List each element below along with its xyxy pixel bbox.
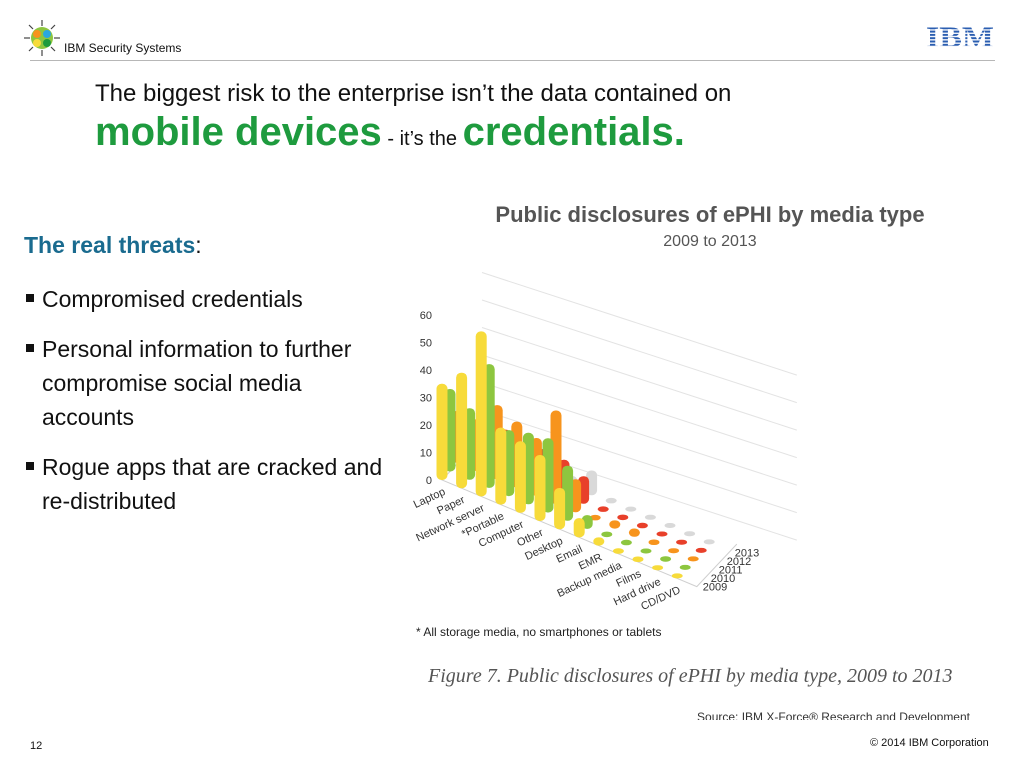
threat-text: Compromised credentials [42,286,303,312]
title-highlight-credentials: credentials. [462,110,685,154]
bullet-square-icon [26,294,34,302]
bar [514,441,526,513]
bar [475,331,487,497]
chart-subtitle: 2009 to 2013 [663,233,757,250]
bar [628,528,640,537]
gridline [481,272,797,376]
y-tick-label: 20 [420,420,432,432]
bar [620,539,632,546]
bar [687,556,699,562]
bar [436,383,448,480]
list-item: Compromised credentials [24,282,384,316]
list-item: Personal information to further compromi… [24,332,384,434]
bar [656,531,668,537]
brand-label: IBM Security Systems [64,41,182,55]
y-tick-label: 30 [420,393,432,405]
bar [601,531,613,538]
threat-list: Compromised credentials Personal informa… [24,282,384,534]
bar [495,427,507,505]
y-tick-label: 40 [420,365,432,377]
bar [617,514,629,521]
bar [660,556,672,562]
bar [695,547,707,553]
series-label: 2011 [719,565,743,577]
bar [456,372,468,489]
ibm-security-flower-icon [24,20,60,56]
y-tick-label: 50 [420,338,432,350]
bar [632,556,644,562]
list-item: Rogue apps that are cracked and re-distr… [24,450,384,518]
gridline [481,354,797,459]
series-label: 2013 [735,548,759,560]
y-tick-label: 60 [420,310,432,322]
ibm-logo-icon: IBM [926,24,994,50]
y-tick-label: 0 [426,475,432,487]
gridline [481,299,797,404]
header-divider [30,60,995,61]
bar [609,520,621,529]
bar [593,537,605,546]
media-type-chart: Public disclosures of ePHI by media type… [412,202,971,720]
bar [554,487,566,530]
slide-title-line2: mobile devices - it’s the credentials. [95,110,685,155]
bar [612,548,624,554]
chart-title: Public disclosures of ePHI by media type [495,202,924,227]
chart-footnote: * All storage media, no smartphones or t… [416,625,661,639]
page-number: 12 [30,740,43,752]
title-connector: - it’s the [381,128,463,150]
bar [573,518,585,538]
bar [671,573,683,579]
bar [605,497,617,504]
title-highlight-mobile: mobile devices [95,110,382,154]
y-tick-label: 10 [420,448,432,460]
chart-source: Source: IBM X-Force® Research and Develo… [697,710,971,720]
bar [703,539,715,545]
gridline [481,327,797,431]
svg-text:IBM: IBM [926,24,994,50]
bar [636,522,648,529]
threats-heading: The real threats: [24,232,202,259]
threats-label: The real threats [24,232,196,258]
bar [668,548,680,554]
bar [644,514,656,520]
bar [664,523,676,528]
slide-title-line1: The biggest risk to the enterprise isn’t… [95,80,732,107]
bar [625,506,637,512]
threats-colon: : [195,232,202,258]
bar [597,506,609,512]
chart-caption: Figure 7. Public disclosures of ePHI by … [427,665,953,687]
bar [648,539,660,545]
bar [679,564,691,570]
bar [676,539,688,545]
bullet-square-icon [26,462,34,470]
gridline [481,382,797,486]
bar [684,531,696,537]
threat-text: Personal information to further compromi… [42,336,352,430]
bar [640,548,652,554]
series-label: 2009 [703,582,727,594]
bullet-square-icon [26,344,34,352]
series-label: 2010 [711,573,735,585]
copyright: © 2014 IBM Corporation [870,737,989,749]
threat-text: Rogue apps that are cracked and re-distr… [42,454,383,514]
series-label: 2012 [727,556,751,568]
bar [534,455,546,521]
bar [652,565,664,571]
gridline [481,409,797,514]
